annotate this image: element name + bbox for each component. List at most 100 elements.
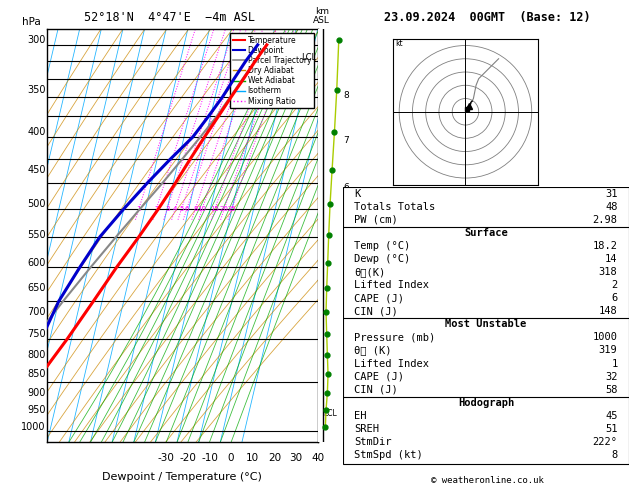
Text: θᴄ (K): θᴄ (K) [354,346,392,355]
Text: 318: 318 [599,267,618,277]
Text: 52°18'N  4°47'E  −4m ASL: 52°18'N 4°47'E −4m ASL [84,11,255,24]
Text: 10: 10 [246,452,259,463]
Text: 500: 500 [27,199,46,209]
Text: -20: -20 [179,452,196,463]
Text: 6: 6 [184,206,189,211]
Text: Surface: Surface [464,228,508,238]
Text: 3: 3 [165,206,169,211]
Text: 8: 8 [343,91,349,101]
Text: 8: 8 [611,450,618,460]
Text: 8: 8 [193,206,198,211]
Text: 15: 15 [211,206,220,211]
Text: CAPE (J): CAPE (J) [354,372,404,382]
Text: CIN (J): CIN (J) [354,306,398,316]
Text: km
ASL: km ASL [313,7,330,25]
Text: Mixing Ratio (g/kg): Mixing Ratio (g/kg) [329,210,339,302]
Text: 2: 2 [343,348,349,357]
Text: Temp (°C): Temp (°C) [354,241,411,251]
Text: 750: 750 [27,329,46,339]
Text: 25: 25 [227,206,236,211]
Text: kt: kt [395,38,403,48]
Text: 350: 350 [27,85,46,95]
Text: 3: 3 [343,308,349,316]
Text: -5: -5 [318,227,328,237]
Text: Dewpoint / Temperature (°C): Dewpoint / Temperature (°C) [103,472,262,482]
Text: Lifted Index: Lifted Index [354,359,429,368]
Text: 30: 30 [289,452,303,463]
Text: -6: -6 [318,183,328,192]
Text: StmDir: StmDir [354,437,392,447]
Text: 20: 20 [220,206,229,211]
Text: 5: 5 [179,206,184,211]
Text: 2.98: 2.98 [593,215,618,225]
Text: StmSpd (kt): StmSpd (kt) [354,450,423,460]
Text: 319: 319 [599,346,618,355]
Text: 900: 900 [28,388,46,398]
Text: Most Unstable: Most Unstable [445,319,526,330]
Text: 450: 450 [27,165,46,175]
Text: 550: 550 [27,230,46,240]
Text: 2: 2 [154,206,159,211]
Text: 18.2: 18.2 [593,241,618,251]
Text: 400: 400 [28,127,46,138]
Text: 2: 2 [611,280,618,290]
Text: CIN (J): CIN (J) [354,384,398,395]
Text: 850: 850 [27,369,46,380]
Text: 1: 1 [343,390,349,399]
Text: 1000: 1000 [21,421,46,432]
Text: -1: -1 [318,390,328,399]
Text: 48: 48 [605,202,618,212]
Text: LCL: LCL [323,409,337,418]
Text: Totals Totals: Totals Totals [354,202,435,212]
Text: Dewp (°C): Dewp (°C) [354,254,411,264]
Text: © weatheronline.co.uk: © weatheronline.co.uk [431,476,544,485]
Text: 58: 58 [605,384,618,395]
Text: 31: 31 [605,189,618,199]
Text: 0: 0 [228,452,235,463]
Text: -4: -4 [318,267,328,277]
Text: 6: 6 [611,293,618,303]
Text: -7: -7 [318,135,328,145]
Text: CAPE (J): CAPE (J) [354,293,404,303]
Text: 6: 6 [343,183,349,192]
Text: LCL: LCL [301,53,316,62]
Text: Pressure (mb): Pressure (mb) [354,332,435,343]
Text: 300: 300 [28,35,46,45]
Text: 10: 10 [198,206,207,211]
Text: 222°: 222° [593,437,618,447]
Text: 4: 4 [343,268,349,277]
Text: 1: 1 [611,359,618,368]
Text: 950: 950 [27,405,46,415]
Text: 32: 32 [605,372,618,382]
Text: EH: EH [354,411,367,421]
Text: -3: -3 [318,307,328,317]
Text: 40: 40 [311,452,324,463]
Text: SREH: SREH [354,424,379,434]
Text: 1: 1 [136,206,141,211]
Text: 45: 45 [605,411,618,421]
Text: 20: 20 [268,452,281,463]
Text: 7: 7 [343,136,349,145]
Legend: Temperature, Dewpoint, Parcel Trajectory, Dry Adiabat, Wet Adiabat, Isotherm, Mi: Temperature, Dewpoint, Parcel Trajectory… [230,33,314,108]
Text: 5: 5 [343,227,349,236]
Text: -30: -30 [158,452,175,463]
Text: hPa: hPa [22,17,41,27]
Text: -2: -2 [318,348,328,358]
Text: -8: -8 [318,91,328,101]
Text: Hodograph: Hodograph [458,398,514,408]
Text: 14: 14 [605,254,618,264]
Text: 148: 148 [599,306,618,316]
Text: 800: 800 [28,350,46,360]
Text: θᴄ(K): θᴄ(K) [354,267,386,277]
Text: 600: 600 [28,258,46,268]
Text: 4: 4 [173,206,177,211]
Text: 700: 700 [27,307,46,317]
Text: K: K [354,189,360,199]
Text: Lifted Index: Lifted Index [354,280,429,290]
Text: 23.09.2024  00GMT  (Base: 12): 23.09.2024 00GMT (Base: 12) [384,11,591,24]
Text: -10: -10 [201,452,218,463]
Text: PW (cm): PW (cm) [354,215,398,225]
Text: 650: 650 [27,283,46,293]
Text: 1000: 1000 [593,332,618,343]
Text: 51: 51 [605,424,618,434]
